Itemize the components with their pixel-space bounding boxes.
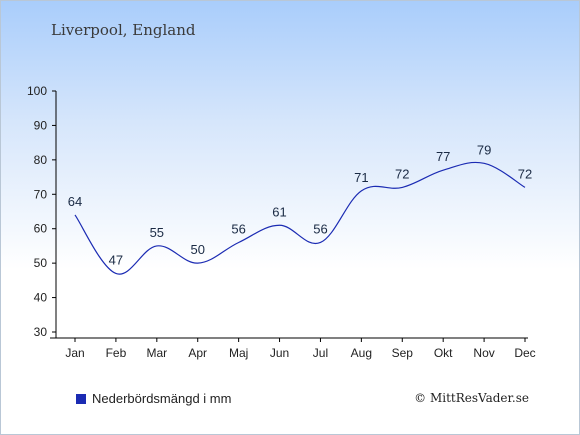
y-tick-label: 90 (34, 118, 48, 132)
data-label: 56 (313, 221, 327, 236)
legend: Nederbördsmängd i mm (76, 391, 231, 406)
data-label: 56 (231, 221, 245, 236)
y-tick-label: 50 (34, 256, 48, 270)
y-tick-label: 60 (34, 222, 48, 236)
y-tick-label: 100 (27, 84, 47, 98)
data-label: 61 (272, 204, 286, 219)
legend-swatch (76, 393, 86, 404)
x-tick-label: Mar (146, 346, 167, 360)
y-tick-label: 80 (34, 153, 48, 167)
x-tick-label: Jan (65, 346, 84, 360)
x-tick-label: Feb (106, 346, 127, 360)
x-tick-label: Sep (392, 346, 414, 360)
legend-label: Nederbördsmängd i mm (92, 391, 232, 406)
y-tick-label: 70 (34, 187, 48, 201)
chart-title: Liverpool, England (51, 21, 196, 39)
x-tick-label: Jul (313, 346, 328, 360)
copyright-text: © MittResVader.se (414, 391, 529, 405)
x-tick-label: Dec (514, 346, 535, 360)
x-tick-label: Aug (351, 346, 372, 360)
x-tick-label: Apr (188, 346, 207, 360)
y-tick-label: 40 (34, 291, 48, 305)
data-label: 79 (477, 142, 491, 157)
x-tick-label: Maj (229, 346, 248, 360)
data-label: 50 (190, 242, 204, 257)
data-label: 72 (395, 166, 409, 181)
data-label: 77 (436, 149, 450, 164)
series-line (74, 161, 526, 275)
data-label: 71 (354, 170, 368, 185)
data-label: 72 (518, 166, 532, 181)
y-tick-label: 30 (34, 325, 48, 339)
data-label: 55 (150, 225, 164, 240)
x-tick-label: Jun (270, 346, 289, 360)
data-label: 47 (109, 252, 123, 267)
data-label: 64 (68, 194, 82, 209)
x-tick-label: Nov (473, 346, 494, 360)
x-tick-label: Okt (434, 346, 453, 360)
